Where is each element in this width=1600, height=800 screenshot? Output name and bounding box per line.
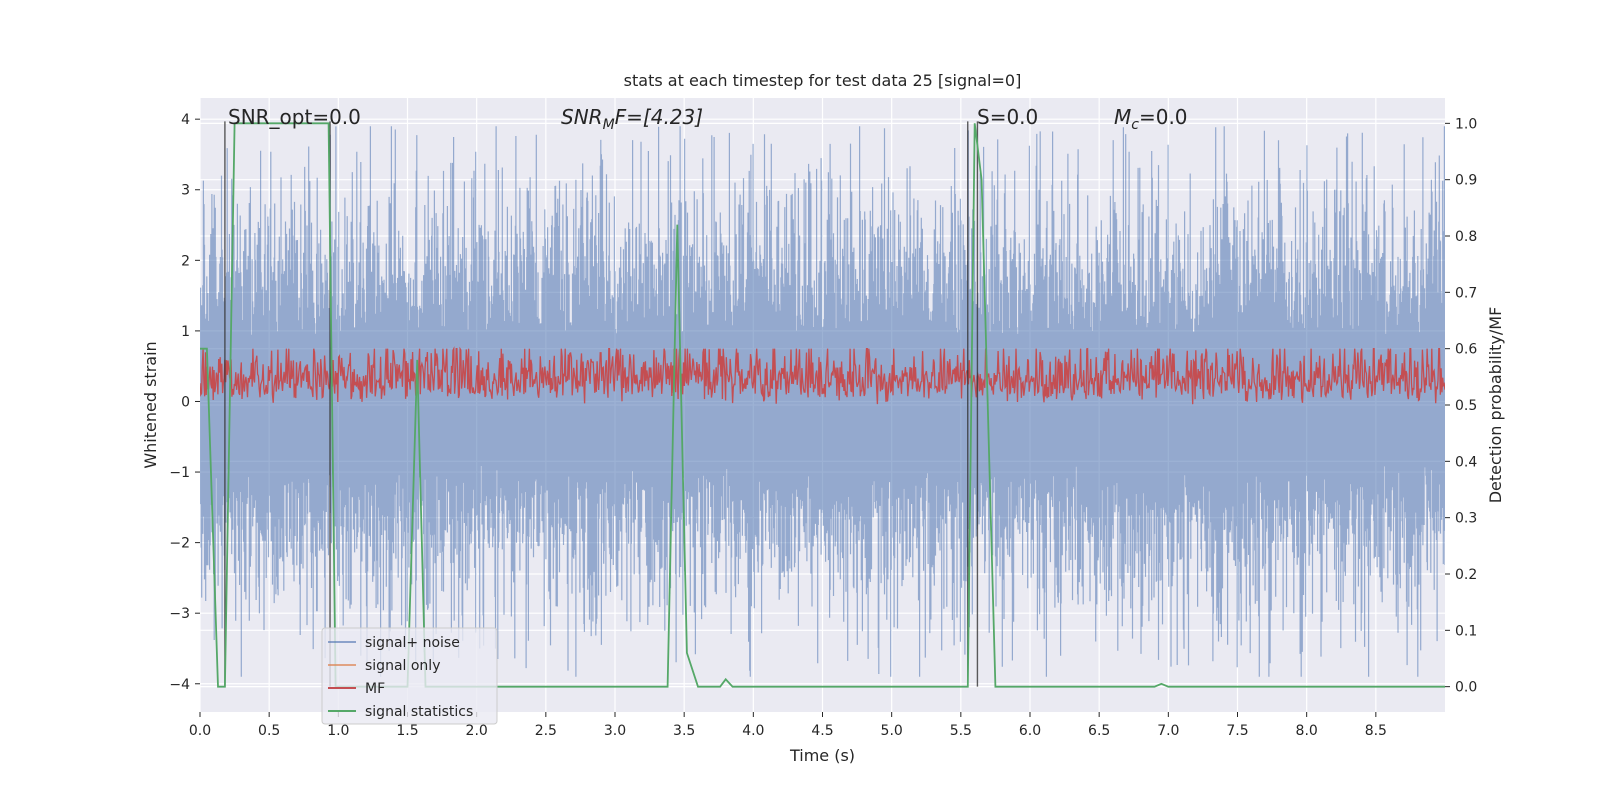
x-tick-label: 0.5 [258,723,280,739]
y2-tick-label: 0.1 [1455,623,1477,639]
x-tick-label: 1.0 [327,723,349,739]
x-tick-label: 6.5 [1088,723,1110,739]
x-tick-label: 7.5 [1226,723,1248,739]
y2-tick-label: 0.7 [1455,285,1477,301]
plot-content [200,121,1445,688]
mf-trace [200,346,1445,405]
y-tick-label: −3 [169,606,190,622]
snr-mf-rest: F=[4.23] [615,105,703,129]
annotation-mc: Mc=0.0 [1114,105,1188,133]
x-axis-label: Time (s) [789,746,855,765]
legend-label: signal+ noise [365,635,460,651]
annotation-snr-opt: SNR_opt=0.0 [228,105,361,129]
axes: 0.0 0.5 1.0 1.5 2.0 2.5 3.0 3.5 4.0 4.5 5.0 5.5 6.0 6… [169,112,1477,739]
mc-rest: =0.0 [1139,105,1188,129]
y-tick-label: −1 [169,465,190,481]
y-axis-label: Whitened strain [141,341,160,468]
legend: signal+ noise signal only MF signal statist… [321,627,498,725]
legend-label: signal statistics [365,704,473,720]
legend-label: MF [365,681,385,697]
x-tick-label: 5.5 [950,723,972,739]
y2-tick-label: 0.9 [1455,173,1477,189]
legend-box [321,627,498,725]
y2-axis-label: Detection probability/MF [1486,307,1505,504]
legend-label: signal only [365,658,440,674]
x-tick-label: 6.0 [1019,723,1041,739]
mc-base: M [1114,105,1131,129]
vertical-markers [224,121,979,687]
snr-mf-base: SNR [561,105,603,129]
x-tick-label: 8.0 [1296,723,1318,739]
y-tick-label: 0 [181,394,190,410]
annotation-s: S=0.0 [977,105,1038,129]
x-tick-label: 3.0 [604,723,626,739]
x-tick-label: 5.0 [881,723,903,739]
y-tick-label: −4 [169,677,190,693]
snr-mf-sub: M [603,117,615,133]
y-tick-label: 2 [181,253,190,269]
y2-tick-label: 1.0 [1455,116,1477,132]
y2-tick-label: 0.5 [1455,398,1477,414]
series-mf [200,346,1445,405]
y2-tick-label: 0.6 [1455,342,1477,358]
y2-tick-label: 0.3 [1455,511,1477,527]
y2-tick-label: 0.0 [1455,680,1477,696]
signal-statistics-trace [200,122,1445,688]
x-tick-label: 1.5 [396,723,418,739]
mc-sub: c [1131,117,1139,133]
series-signal-statistics [200,122,1445,688]
y-tick-label: −2 [169,536,190,552]
x-tick-label: 2.0 [466,723,488,739]
x-tick-label: 4.5 [811,723,833,739]
x-tick-label: 2.5 [535,723,557,739]
x-tick-label: 3.5 [673,723,695,739]
y-tick-label: 1 [181,324,190,340]
s-label: S=0.0 [977,105,1038,129]
x-tick-label: 7.0 [1157,723,1179,739]
x-tick-label: 8.5 [1365,723,1387,739]
y-tick-label: 4 [181,112,190,128]
x-tick-label: 0.0 [189,723,211,739]
x-tick-label: 4.0 [742,723,764,739]
annotation-snr-mf: SNRMF=[4.23] [561,105,703,133]
chart-title: stats at each timestep for test data 25 … [624,71,1022,90]
y2-tick-label: 0.8 [1455,229,1477,245]
y2-tick-label: 0.4 [1455,454,1477,470]
y-tick-label: 3 [181,183,190,199]
y2-tick-label: 0.2 [1455,567,1477,583]
